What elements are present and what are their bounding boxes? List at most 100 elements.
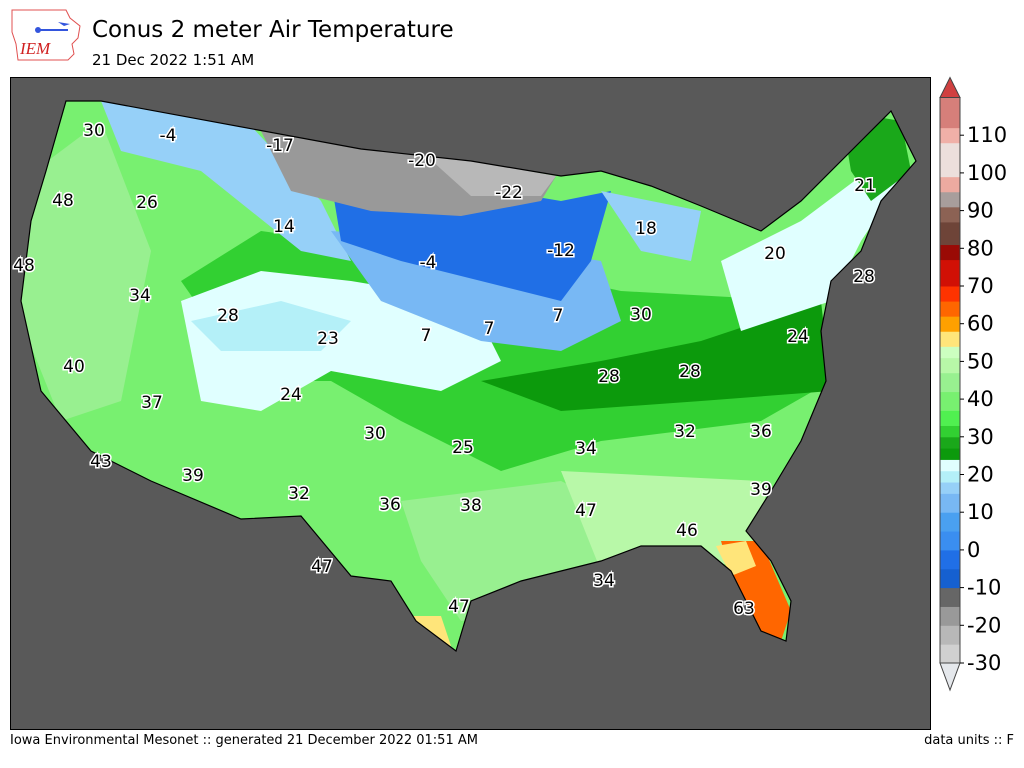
svg-text:IEM: IEM (19, 39, 51, 58)
contour-label: 47 (575, 501, 597, 521)
colorbar-band (940, 568, 960, 589)
contour-label: 48 (52, 191, 74, 211)
colorbar-band (940, 301, 960, 317)
contour-label: 34 (575, 439, 597, 459)
colorbar-band (940, 316, 960, 332)
contour-label: 28 (217, 306, 239, 326)
colorbar-frame (939, 97, 961, 664)
colorbar-band (940, 357, 960, 374)
colorbar-tick-label: 100 (967, 161, 1007, 185)
contour-label: -17 (266, 136, 294, 156)
colorbar-band (940, 191, 960, 208)
colorbar-band (940, 176, 960, 193)
colorbar-band (940, 410, 960, 426)
map-title: Conus 2 meter Air Temperature (92, 17, 454, 43)
colorbar-band (940, 221, 960, 246)
colorbar-tick-label: 50 (967, 349, 994, 373)
colorbar-tick-label: 80 (967, 236, 994, 260)
colorbar-band (940, 436, 960, 449)
contour-label: 39 (750, 480, 772, 500)
contour-label: 43 (90, 452, 112, 472)
colorbar-tick-label: 30 (967, 425, 994, 449)
colorbar-band (940, 482, 960, 494)
colorbar-band (940, 644, 960, 664)
contour-label: -22 (495, 183, 523, 203)
contour-label: 63 (733, 599, 755, 619)
colorbar-tick-label: 70 (967, 274, 994, 298)
colorbar-band (940, 512, 960, 532)
contour-label: 30 (83, 121, 105, 141)
colorbar-tick-label: -10 (967, 576, 1001, 600)
colorbar-band (940, 372, 960, 393)
contour-label: 30 (364, 424, 386, 444)
colorbar-band (940, 493, 960, 513)
contour-label: 28 (853, 267, 875, 287)
colorbar-band (940, 206, 960, 223)
colorbar-band (940, 625, 960, 645)
colorbar-tick-label: 10 (967, 500, 994, 524)
colorbar-band (940, 259, 960, 287)
colorbar-band (940, 606, 960, 626)
contour-label: 30 (630, 305, 652, 325)
contour-label: 18 (635, 219, 657, 239)
colorbar-band (940, 127, 960, 144)
contour-labels: 30 -4 -17 -20 -22 48 26 14 -12 18 21 20 -4 48 28 34 28 23… (12, 120, 878, 621)
colorbar-tick-label: 90 (967, 199, 994, 223)
contour-label: 40 (63, 357, 85, 377)
contour-label: -4 (420, 253, 437, 273)
contour-label: 23 (317, 329, 339, 349)
contour-label: -4 (160, 126, 177, 146)
contour-label: 24 (787, 327, 809, 347)
contour-label: 32 (674, 422, 696, 442)
contour-label: 46 (676, 521, 698, 541)
contour-label: 36 (750, 422, 772, 442)
colorbar-band (940, 549, 960, 570)
contour-label: 7 (553, 306, 564, 326)
footer-units: data units :: F (924, 733, 1014, 748)
contour-label: -20 (408, 151, 436, 171)
colorbar-tick-label: 40 (967, 387, 994, 411)
colorbar-band (940, 97, 960, 129)
colorbar-band (940, 448, 960, 460)
contour-label: 37 (141, 393, 163, 413)
contour-label: 32 (288, 484, 310, 504)
contour-label: 47 (311, 557, 333, 577)
map-timestamp: 21 Dec 2022 1:51 AM (92, 51, 255, 69)
contour-label: 47 (448, 597, 470, 617)
footer-credit: Iowa Environmental Mesonet :: generated … (10, 733, 478, 748)
contour-label: 36 (379, 495, 401, 515)
colorbar-band (940, 531, 960, 551)
colorbar-band (940, 346, 960, 359)
contour-label: 48 (13, 256, 35, 276)
contour-label: 28 (598, 367, 620, 387)
colorbar-band (940, 391, 960, 411)
colorbar-band (940, 331, 960, 347)
contour-label: 14 (273, 217, 295, 237)
colorbar-under-triangle (939, 662, 961, 692)
colorbar-over-triangle (939, 76, 961, 98)
contour-label: 38 (460, 496, 482, 516)
colorbar-band (940, 286, 960, 302)
colorbar-tick-label: 0 (967, 538, 980, 562)
contour-label: 26 (136, 193, 158, 213)
temperature-map: 30 -4 -17 -20 -22 48 26 14 -12 18 21 20 -4 48 28 34 28 23… (10, 77, 931, 730)
colorbar-band (940, 244, 960, 261)
colorbar-band (940, 470, 960, 483)
contour-label: 21 (854, 176, 876, 196)
colorbar-tick-label: -30 (967, 651, 1001, 675)
contour-label: 28 (679, 362, 701, 382)
colorbar-band (940, 587, 960, 607)
contour-label: 7 (484, 319, 495, 339)
colorbar-tick-label: 110 (967, 123, 1007, 147)
colorbar-band (940, 425, 960, 438)
colorbar-tick-label: 60 (967, 312, 994, 336)
contour-label: 25 (452, 438, 474, 458)
colorbar-legend: -30 -20 -10 0 10 20 30 40 50 60 70 80 90 100 110 (939, 76, 1007, 692)
contour-label: 34 (129, 286, 151, 306)
colorbar-band (940, 459, 960, 472)
contour-label: 39 (182, 466, 204, 486)
contour-label: 7 (421, 326, 432, 346)
contour-label: -12 (547, 241, 575, 261)
contour-label: 20 (764, 244, 786, 264)
colorbar-tick-label: -20 (967, 613, 1001, 637)
